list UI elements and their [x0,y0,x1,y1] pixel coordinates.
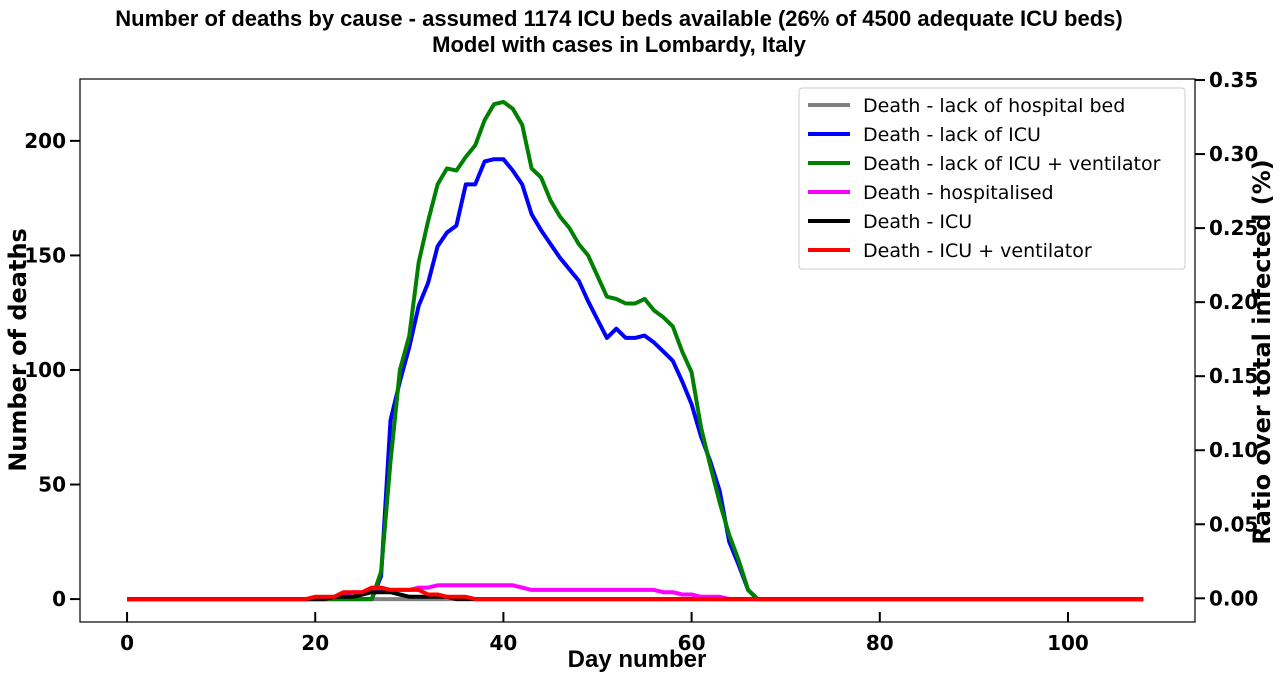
y2-tick-label-1: 0.05 [1209,512,1258,536]
y2-tick-label-7: 0.35 [1209,68,1258,92]
x-tick-label-5: 100 [1047,631,1089,655]
x-tick-label-0: 0 [120,631,134,655]
x-tick-label-2: 40 [489,631,517,655]
y-tick-label-4: 200 [24,129,66,153]
chart-subtitle: Model with cases in Lombardy, Italy [432,32,806,57]
legend-box [798,87,1186,270]
y-axis-label: Number of deaths [4,228,32,472]
legend-label-2: Death - lack of ICU + ventilator [863,153,1161,175]
x-tick-label-4: 80 [866,631,894,655]
x-tick-label-3: 60 [678,631,706,655]
legend-label-4: Death - ICU [863,211,972,233]
y2-tick-label-5: 0.25 [1209,216,1258,240]
y2-axis-label: Ratio over total infected (%) [1248,159,1276,545]
legend-label-5: Death - ICU + ventilator [863,240,1092,262]
y2-tick-label-2: 0.10 [1209,438,1258,462]
x-axis-label: Day number [568,646,707,673]
y2-tick-label-3: 0.15 [1209,364,1258,388]
y-tick-label-3: 150 [24,243,66,267]
x-tick-label-1: 20 [301,631,329,655]
plot-frame [79,78,1196,623]
y-tick-label-2: 100 [24,358,66,382]
y2-tick-label-0: 0.00 [1209,586,1258,610]
legend-label-0: Death - lack of hospital bed [863,95,1125,117]
series-line-5 [127,585,1144,602]
y-tick-label-0: 0 [52,587,66,611]
axes-layer: 0 20 40 60 80 100 0 50 100 150 200 0.00 0.05 0.10 0.15… [24,68,1258,655]
legend-label-3: Death - hospitalised [863,182,1054,204]
series-line-3 [127,583,1144,602]
series-layer [127,99,1144,602]
y2-tick-label-4: 0.20 [1209,290,1258,314]
legend-label-1: Death - lack of ICU [863,124,1041,146]
y2-tick-label-6: 0.30 [1209,142,1258,166]
legend: Death - lack of hospital bed Death - lack… [798,87,1186,270]
chart-title: Number of deaths by cause - assumed 1174… [115,6,1122,31]
y-tick-label-1: 50 [38,473,66,497]
